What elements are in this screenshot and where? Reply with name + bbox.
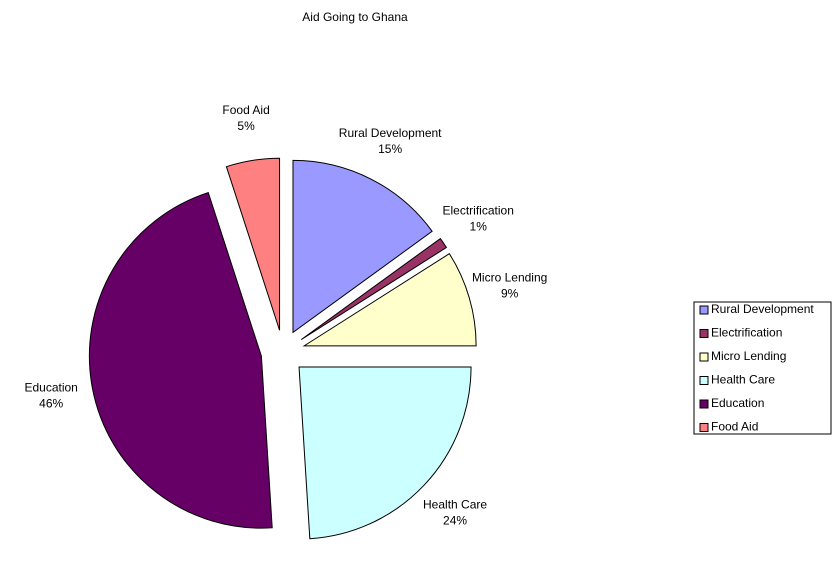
legend-label: Micro Lending [711,349,786,363]
slice-value-label: 5% [237,119,255,133]
chart-title: Aid Going to Ghana [302,10,408,24]
slice-label: Electrification [443,204,514,218]
legend-label: Education [711,396,764,410]
legend-swatch [699,423,709,432]
slice-label: Health Care [423,498,487,512]
pie-slice [302,253,477,347]
legend-swatch [699,329,709,338]
slice-label: Rural Development [339,126,442,140]
slice-label: Education [24,380,77,394]
slice-value-label: 15% [378,142,402,156]
pie-slice [300,237,448,341]
legend-label: Electrification [711,326,782,340]
slice-label: Food Aid [222,103,269,117]
pie-slice [88,191,273,529]
slice-value-label: 9% [501,286,519,300]
slice-value-label: 1% [470,220,488,234]
legend-swatch [699,305,709,315]
slice-value-label: 46% [39,396,63,410]
legend-swatch [699,352,709,362]
legend-box [693,301,832,435]
pie-slice [225,157,281,331]
legend-label: Food Aid [711,420,758,434]
slice-label: Micro Lending [472,270,547,284]
legend-swatch [699,399,709,409]
legend-label: Health Care [711,373,775,387]
legend-label: Rural Development [711,302,814,316]
pie-slice [292,159,433,334]
legend-swatch [699,376,709,385]
slice-value-label: 24% [443,514,467,528]
pie-slice [298,366,472,540]
